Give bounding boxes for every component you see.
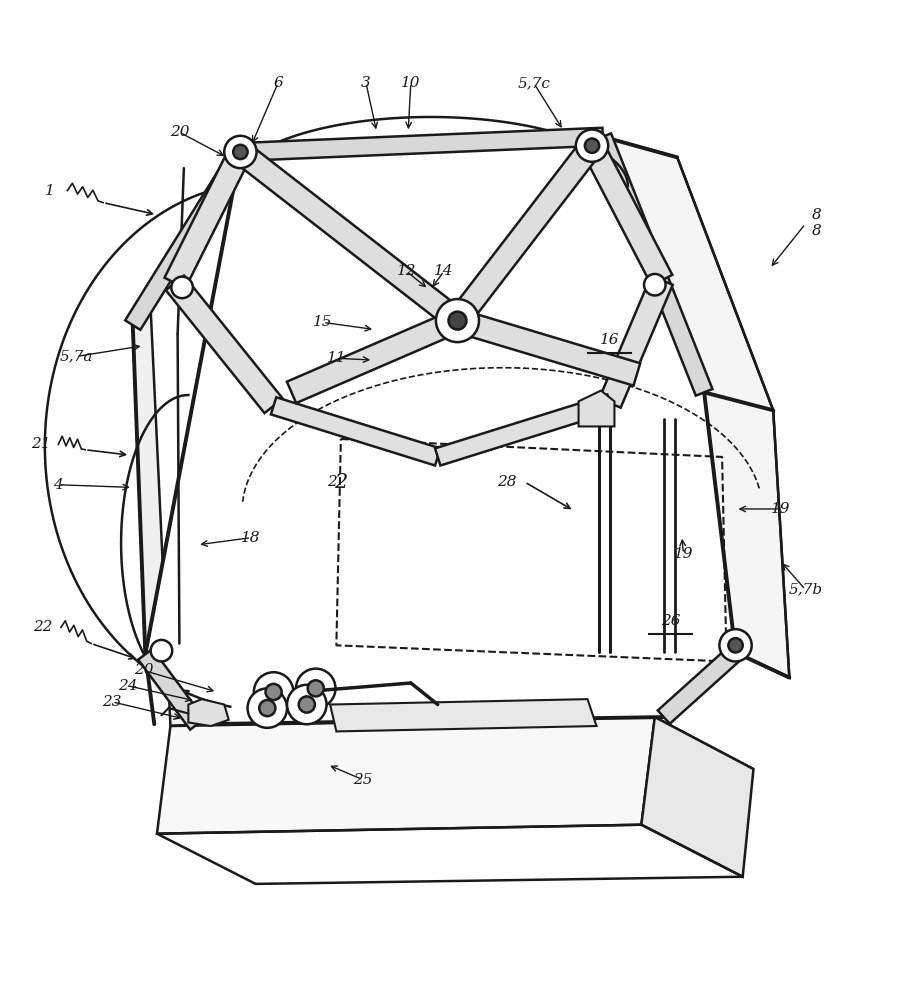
Polygon shape [145, 137, 736, 724]
Text: 24: 24 [118, 679, 137, 693]
Text: 10: 10 [401, 76, 421, 90]
Polygon shape [188, 699, 229, 726]
Text: 6: 6 [274, 76, 283, 90]
Text: 11: 11 [327, 351, 346, 365]
Text: 2: 2 [335, 473, 347, 492]
Text: 26: 26 [661, 614, 681, 628]
Circle shape [287, 685, 327, 724]
Circle shape [299, 696, 315, 713]
Polygon shape [287, 310, 462, 403]
Circle shape [171, 277, 193, 298]
Text: 12: 12 [396, 264, 416, 278]
Polygon shape [126, 147, 248, 330]
Text: 19: 19 [771, 502, 790, 516]
Polygon shape [330, 699, 597, 731]
Text: 2: 2 [327, 475, 336, 489]
Polygon shape [435, 395, 613, 466]
Polygon shape [170, 717, 753, 776]
Polygon shape [133, 152, 240, 726]
Text: 28: 28 [497, 475, 517, 489]
Polygon shape [138, 649, 205, 730]
Circle shape [233, 145, 248, 159]
Polygon shape [233, 143, 465, 330]
Text: 15: 15 [313, 315, 333, 329]
Polygon shape [603, 137, 789, 678]
Text: 21: 21 [30, 437, 50, 451]
Polygon shape [599, 276, 673, 408]
Text: 4: 4 [54, 478, 63, 492]
Text: 18: 18 [241, 531, 261, 545]
Circle shape [719, 629, 752, 661]
Text: 3: 3 [361, 76, 370, 90]
Circle shape [259, 700, 275, 716]
Polygon shape [641, 717, 753, 877]
Polygon shape [448, 139, 601, 328]
Text: 5,7a: 5,7a [59, 349, 93, 363]
Text: 1: 1 [45, 184, 54, 198]
Text: 8: 8 [812, 224, 821, 238]
Circle shape [151, 640, 172, 661]
Text: 5,7b: 5,7b [788, 583, 823, 597]
Text: 5,7c: 5,7c [518, 76, 550, 90]
Polygon shape [581, 140, 673, 286]
Text: 20: 20 [134, 663, 153, 677]
Circle shape [728, 638, 743, 652]
Polygon shape [240, 128, 603, 161]
Circle shape [448, 312, 466, 330]
Text: 25: 25 [353, 773, 373, 787]
Polygon shape [579, 391, 614, 426]
Text: 8: 8 [812, 208, 821, 222]
Circle shape [308, 680, 324, 696]
Text: 14: 14 [434, 264, 454, 278]
Polygon shape [595, 133, 712, 396]
Text: 19: 19 [674, 547, 693, 561]
Circle shape [248, 688, 287, 728]
Polygon shape [658, 646, 742, 724]
Polygon shape [164, 147, 251, 288]
Circle shape [254, 672, 293, 712]
Circle shape [296, 669, 335, 708]
Text: 22: 22 [33, 620, 53, 634]
Circle shape [436, 299, 479, 342]
Circle shape [224, 136, 257, 168]
Text: 23: 23 [102, 695, 122, 709]
Polygon shape [271, 397, 440, 466]
Circle shape [576, 130, 608, 162]
Circle shape [644, 274, 666, 295]
Polygon shape [454, 309, 640, 386]
Text: 16: 16 [600, 333, 620, 347]
Circle shape [266, 684, 282, 700]
Text: 20: 20 [170, 125, 189, 139]
Polygon shape [157, 717, 655, 834]
Polygon shape [166, 276, 283, 413]
Circle shape [585, 139, 599, 153]
